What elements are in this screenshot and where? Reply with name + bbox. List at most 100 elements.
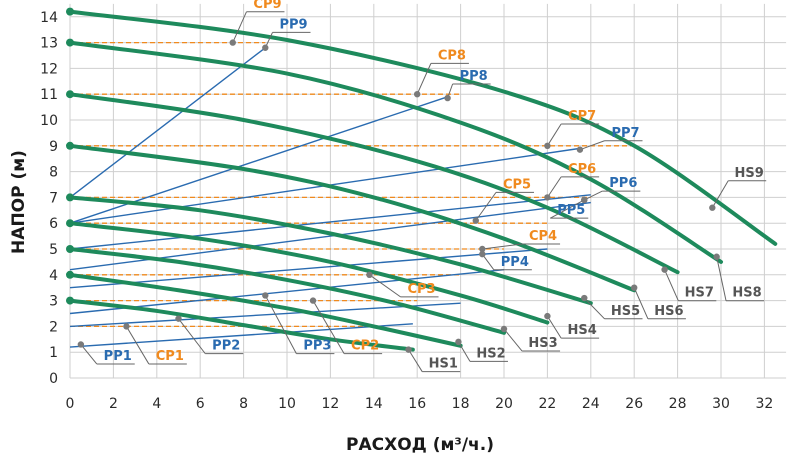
anchor-dot <box>581 196 588 204</box>
curve-label-pp6: PP6 <box>609 176 637 191</box>
x-tick-label: 2 <box>109 396 118 412</box>
curve-label-hs1: HS1 <box>429 357 458 372</box>
anchor-dot <box>123 323 130 330</box>
hs-curve-hs7 <box>68 92 680 275</box>
anchor-dot <box>414 91 421 98</box>
leader-line <box>80 344 98 365</box>
anchor-dot <box>576 146 584 153</box>
curve-label-hs4: HS4 <box>567 323 596 338</box>
anchor-dot <box>262 44 269 51</box>
leader-line <box>481 253 495 271</box>
x-axis-title: РАСХОД (м³/ч.) <box>346 435 494 455</box>
y-tick-label: 10 <box>40 113 58 129</box>
leader-line <box>408 349 423 372</box>
leader-line <box>579 140 605 151</box>
anchor-dot <box>479 245 486 253</box>
leader-line <box>664 269 679 301</box>
leader-line <box>457 341 471 362</box>
hs-start-dot <box>66 7 74 16</box>
x-tick-label: 12 <box>321 396 339 412</box>
curve-label-pp5: PP5 <box>557 203 585 218</box>
hs-curve-hs9 <box>68 9 778 246</box>
curve-label-hs6: HS6 <box>654 304 683 319</box>
y-tick-label: 5 <box>49 242 58 258</box>
curve-label-cp4: CP4 <box>529 229 557 244</box>
x-tick-label: 20 <box>495 396 513 412</box>
x-tick-label: 24 <box>582 396 600 412</box>
curve-label-cp8: CP8 <box>438 48 466 63</box>
hs-curves <box>66 7 778 352</box>
leader-line <box>232 11 247 43</box>
anchor-dot <box>366 271 373 278</box>
curve-label-pp3: PP3 <box>303 339 331 354</box>
y-tick-label: 2 <box>49 319 58 335</box>
hs-start-dot <box>66 141 74 150</box>
leader-line <box>584 190 603 201</box>
anchor-dot <box>544 194 551 201</box>
hs-start-dot <box>66 38 74 47</box>
y-tick-label: 14 <box>40 10 58 26</box>
hs-start-dot <box>66 270 74 279</box>
axis-ticks: 0 2 4 6 8 10 12 14 16 18 20 22 24 26 28 30 3201234567891… <box>40 10 773 412</box>
leader-line <box>312 300 345 354</box>
hs-curve-hs8 <box>68 40 723 264</box>
x-tick-label: 28 <box>669 396 687 412</box>
y-tick-label: 8 <box>49 165 58 181</box>
curve-label-pp1: PP1 <box>104 349 132 364</box>
curve-label-cp3: CP3 <box>407 282 435 297</box>
curve-label-hs8: HS8 <box>732 286 761 301</box>
leader-line <box>711 180 729 208</box>
anchor-dot <box>581 294 588 302</box>
x-tick-label: 6 <box>196 396 205 412</box>
hs-start-dot <box>66 193 74 202</box>
pp-line-pp2 <box>69 302 461 328</box>
hs-curve-hs5 <box>68 195 593 306</box>
curve-label-cp9: CP9 <box>253 0 281 12</box>
x-tick-label: 26 <box>625 396 643 412</box>
x-tick-label: 32 <box>755 396 773 412</box>
anchor-dot <box>544 312 551 320</box>
x-tick-label: 4 <box>152 396 161 412</box>
curve-label-pp8: PP8 <box>460 69 488 84</box>
pp-line-pp1 <box>69 323 413 348</box>
anchor-dot <box>500 325 508 333</box>
x-tick-label: 16 <box>408 396 426 412</box>
anchor-dot <box>229 39 236 46</box>
anchor-dot <box>479 250 486 258</box>
leader-line <box>546 176 562 198</box>
y-tick-label: 1 <box>49 345 58 361</box>
leader-line <box>264 295 297 354</box>
y-tick-label: 4 <box>49 268 58 284</box>
curve-label-pp2: PP2 <box>212 339 240 354</box>
hs-curve-hs2 <box>68 272 463 348</box>
anchor-dot <box>661 266 668 273</box>
leader-line <box>503 328 523 352</box>
curve-label-cp2: CP2 <box>351 339 379 354</box>
leader-line <box>369 274 401 298</box>
hs-curve-hs4 <box>68 221 550 325</box>
y-tick-label: 7 <box>49 190 58 206</box>
y-tick-label: 0 <box>49 371 58 387</box>
curve-label-pp9: PP9 <box>279 17 307 32</box>
hs-curve-hs6 <box>68 143 637 293</box>
x-tick-label: 22 <box>538 396 556 412</box>
pp-line-pp3 <box>69 268 505 315</box>
anchor-dot <box>405 346 412 353</box>
anchor-dot <box>709 204 716 211</box>
anchor-dot <box>631 284 638 291</box>
hs-curve-hs3 <box>68 247 506 335</box>
leader-line <box>482 243 523 250</box>
curve-label-cp1: CP1 <box>156 349 184 364</box>
y-axis-title: НАПОР (м) <box>9 150 29 254</box>
leader-line <box>546 315 562 339</box>
anchor-dot <box>175 315 182 322</box>
anchor-dot <box>309 297 317 304</box>
cp-lines <box>70 41 635 328</box>
anchor-dot <box>472 217 479 224</box>
leader-line <box>633 287 649 319</box>
x-tick-label: 0 <box>66 396 75 412</box>
curve-label-hs5: HS5 <box>611 304 640 319</box>
pp-line-pp6 <box>69 194 591 250</box>
y-tick-label: 12 <box>40 61 58 77</box>
